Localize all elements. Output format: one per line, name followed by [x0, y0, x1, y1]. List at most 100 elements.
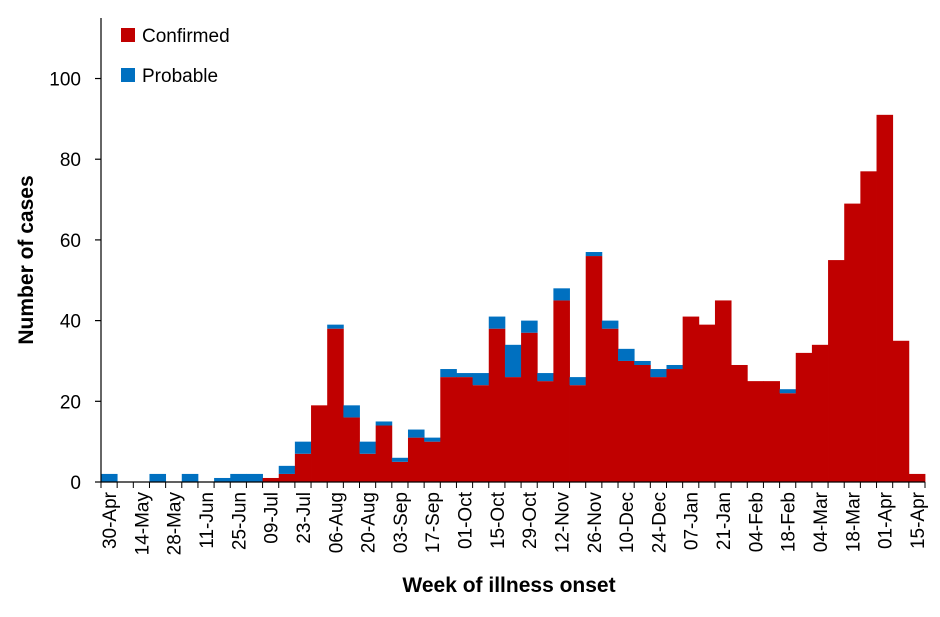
bar-probable-04-Jun: [181, 473, 199, 482]
bar-probable-15-Oct: [488, 316, 506, 329]
legend: Confirmed Probable: [121, 26, 230, 87]
bar-probable-16-Jul: [278, 465, 296, 474]
bar-probable-10-Sep: [407, 429, 425, 438]
x-tick-label: 24-Dec: [649, 492, 670, 553]
bar-confirmed-24-Dec: [650, 377, 667, 482]
y-ticks-group: 0 20 40 60 80 100: [49, 70, 101, 494]
bar-confirmed-03-Sep: [391, 461, 409, 482]
bar-probable-17-Sep: [424, 437, 441, 442]
bar-confirmed-18-Feb: [779, 393, 797, 482]
bar-confirmed-18-Mar: [844, 203, 861, 482]
bar-confirmed-13-Aug: [343, 417, 360, 482]
x-tick-label: 20-Aug: [359, 492, 380, 553]
bar-probable-23-Jul: [294, 441, 312, 454]
x-tick-label: 25-Jun: [229, 492, 250, 550]
x-tick-label: 17-Sep: [423, 492, 444, 553]
bar-confirmed-21-Jan: [714, 300, 732, 482]
bar-probable-03-Dec: [601, 320, 619, 329]
x-tick-label: 04-Mar: [811, 491, 832, 552]
bar-confirmed-31-Dec: [666, 369, 684, 482]
x-tick-label: 11-Jun: [197, 492, 218, 549]
bar-probable-19-Nov: [569, 377, 587, 386]
legend-label-probable: Probable: [142, 66, 218, 87]
bar-probable-10-Dec: [618, 348, 635, 361]
bar-confirmed-14-Jan: [698, 324, 716, 482]
bar-probable-22-Oct: [504, 344, 522, 378]
x-tick-label: 29-Oct: [520, 491, 541, 549]
bar-confirmed-04-Feb: [747, 381, 764, 482]
bar-confirmed-19-Nov: [569, 385, 587, 482]
x-axis-title: Week of illness onset: [402, 574, 615, 597]
x-tick-label: 21-Jan: [714, 492, 735, 550]
bar-confirmed-07-Jan: [682, 316, 700, 482]
y-tick-label: 80: [60, 150, 81, 171]
bar-probable-29-Oct: [521, 320, 538, 333]
bar-confirmed-28-Jan: [731, 364, 748, 482]
x-tick-label: 07-Jan: [682, 492, 703, 550]
x-tick-label: 04-Feb: [746, 492, 767, 552]
bar-confirmed-17-Dec: [634, 364, 651, 482]
legend-label-confirmed: Confirmed: [142, 26, 230, 47]
legend-swatch-probable: [121, 68, 135, 82]
x-tick-label: 09-Jul: [262, 492, 283, 544]
bar-confirmed-24-Sep: [440, 377, 457, 482]
bar-confirmed-03-Dec: [601, 328, 619, 482]
x-tick-label: 15-Oct: [488, 491, 509, 549]
axes-group: [100, 18, 925, 483]
x-tick-label: 18-Mar: [843, 491, 864, 552]
x-tick-label: 03-Sep: [391, 492, 412, 553]
bar-probable-17-Dec: [634, 360, 651, 365]
bar-probable-01-Oct: [456, 373, 474, 378]
bar-probable-02-Jul: [246, 473, 263, 482]
bar-confirmed-27-Aug: [375, 425, 393, 482]
y-tick-label: 0: [70, 473, 81, 494]
x-tick-label: 30-Apr: [100, 491, 121, 549]
bar-probable-08-Oct: [472, 373, 490, 386]
bar-confirmed-04-Mar: [811, 344, 829, 482]
bar-confirmed-09-Jul: [262, 477, 280, 482]
bar-confirmed-15-Apr: [908, 473, 926, 482]
bar-probable-03-Sep: [391, 457, 409, 462]
y-tick-label: 40: [60, 312, 81, 333]
bar-probable-20-Aug: [359, 441, 377, 454]
bar-probable-18-Feb: [779, 389, 797, 394]
x-tick-label: 18-Feb: [779, 492, 800, 552]
x-tick-label: 26-Nov: [585, 492, 606, 554]
x-tick-label: 06-Aug: [326, 492, 347, 553]
bar-probable-21-May: [149, 473, 167, 482]
bar-confirmed-16-Jul: [278, 473, 296, 482]
bar-probable-13-Aug: [343, 405, 360, 418]
bar-probable-24-Dec: [650, 369, 667, 378]
y-tick-label: 100: [49, 70, 81, 91]
bar-confirmed-11-Feb: [763, 381, 780, 482]
bar-confirmed-26-Nov: [585, 256, 603, 482]
x-ticks-group: 30-Apr 14-May 28-May 11-Jun 25-Jun 09-Jul 23-J…: [100, 482, 929, 555]
y-axis-title: Number of cases: [15, 175, 38, 344]
x-tick-label: 14-May: [132, 492, 153, 556]
bar-confirmed-12-Nov: [553, 300, 570, 482]
bar-confirmed-08-Oct: [472, 385, 490, 482]
bar-confirmed-20-Aug: [359, 453, 377, 482]
bar-confirmed-10-Sep: [407, 437, 425, 482]
bar-confirmed-30-Jul: [311, 405, 328, 482]
bar-confirmed-01-Oct: [456, 377, 474, 482]
bar-confirmed-06-Aug: [327, 328, 344, 482]
bars-group: [101, 114, 926, 482]
x-tick-label: 23-Jul: [294, 492, 315, 544]
legend-swatch-confirmed: [121, 28, 135, 42]
x-tick-label: 28-May: [165, 492, 186, 556]
x-tick-label: 01-Apr: [876, 491, 897, 549]
bar-probable-06-Aug: [327, 324, 344, 329]
bar-confirmed-11-Mar: [828, 260, 845, 482]
bar-confirmed-05-Nov: [537, 381, 554, 482]
bar-confirmed-10-Dec: [618, 360, 635, 482]
bar-probable-31-Dec: [666, 364, 684, 370]
bar-probable-26-Nov: [585, 252, 603, 257]
bar-confirmed-25-Mar: [860, 171, 877, 482]
bar-confirmed-22-Oct: [504, 377, 522, 482]
bar-confirmed-15-Oct: [488, 328, 506, 482]
bar-probable-27-Aug: [375, 421, 393, 426]
x-tick-label: 01-Oct: [456, 491, 477, 549]
y-tick-label: 60: [60, 231, 81, 252]
